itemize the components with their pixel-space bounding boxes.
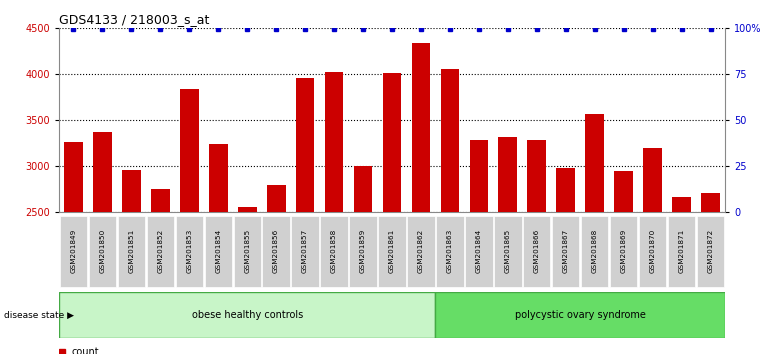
Bar [209,144,227,212]
Text: count: count [71,347,100,354]
Bar [296,78,314,212]
FancyBboxPatch shape [552,216,579,287]
FancyBboxPatch shape [234,216,261,287]
Bar [702,193,720,212]
Text: GSM201865: GSM201865 [505,229,511,273]
Bar [528,140,546,212]
Bar [412,43,430,212]
Bar [644,148,662,212]
Bar [615,171,633,212]
FancyBboxPatch shape [292,216,318,287]
FancyBboxPatch shape [465,216,492,287]
Text: GSM201868: GSM201868 [592,229,598,273]
Text: GSM201864: GSM201864 [476,229,482,273]
FancyBboxPatch shape [379,216,405,287]
Bar [93,132,111,212]
Text: GSM201862: GSM201862 [418,229,424,273]
FancyBboxPatch shape [147,216,174,287]
FancyBboxPatch shape [668,216,695,287]
FancyBboxPatch shape [523,216,550,287]
FancyBboxPatch shape [59,292,435,338]
Text: GSM201861: GSM201861 [389,229,395,273]
Text: GSM201856: GSM201856 [273,229,279,273]
Text: obese healthy controls: obese healthy controls [191,310,303,320]
Bar [122,170,140,212]
FancyBboxPatch shape [89,216,116,287]
Text: GDS4133 / 218003_s_at: GDS4133 / 218003_s_at [59,13,209,26]
FancyBboxPatch shape [263,216,290,287]
Bar [673,197,691,212]
FancyBboxPatch shape [350,216,376,287]
Text: GSM201851: GSM201851 [129,229,134,273]
FancyBboxPatch shape [610,216,637,287]
Text: GSM201869: GSM201869 [621,229,626,273]
Text: GSM201866: GSM201866 [534,229,540,273]
Text: GSM201872: GSM201872 [708,229,713,273]
Bar [586,114,604,212]
FancyBboxPatch shape [118,216,145,287]
Bar [383,73,401,212]
Bar [354,166,372,212]
Bar [499,137,517,212]
Bar [64,142,82,212]
FancyBboxPatch shape [321,216,347,287]
Text: GSM201849: GSM201849 [71,229,76,273]
Bar [238,207,256,212]
Text: GSM201859: GSM201859 [360,229,366,273]
Bar [441,69,459,212]
FancyBboxPatch shape [176,216,203,287]
Bar [151,189,169,212]
FancyBboxPatch shape [581,216,608,287]
FancyBboxPatch shape [435,292,725,338]
Text: GSM201871: GSM201871 [679,229,684,273]
Bar [180,89,198,212]
Text: GSM201853: GSM201853 [186,229,192,273]
Text: GSM201858: GSM201858 [331,229,337,273]
FancyBboxPatch shape [639,216,666,287]
Bar [267,185,285,212]
Text: polycystic ovary syndrome: polycystic ovary syndrome [515,310,646,320]
Text: GSM201870: GSM201870 [650,229,655,273]
Bar [470,140,488,212]
Text: disease state ▶: disease state ▶ [4,310,74,320]
Text: GSM201855: GSM201855 [244,229,250,273]
Text: GSM201857: GSM201857 [302,229,308,273]
FancyBboxPatch shape [60,216,87,287]
FancyBboxPatch shape [408,216,434,287]
Text: GSM201863: GSM201863 [447,229,453,273]
FancyBboxPatch shape [205,216,232,287]
Bar [557,168,575,212]
Text: GSM201867: GSM201867 [563,229,569,273]
FancyBboxPatch shape [697,216,724,287]
FancyBboxPatch shape [494,216,521,287]
Text: GSM201850: GSM201850 [100,229,105,273]
Text: GSM201852: GSM201852 [158,229,163,273]
Bar [325,73,343,212]
FancyBboxPatch shape [437,216,463,287]
Text: GSM201854: GSM201854 [215,229,221,273]
